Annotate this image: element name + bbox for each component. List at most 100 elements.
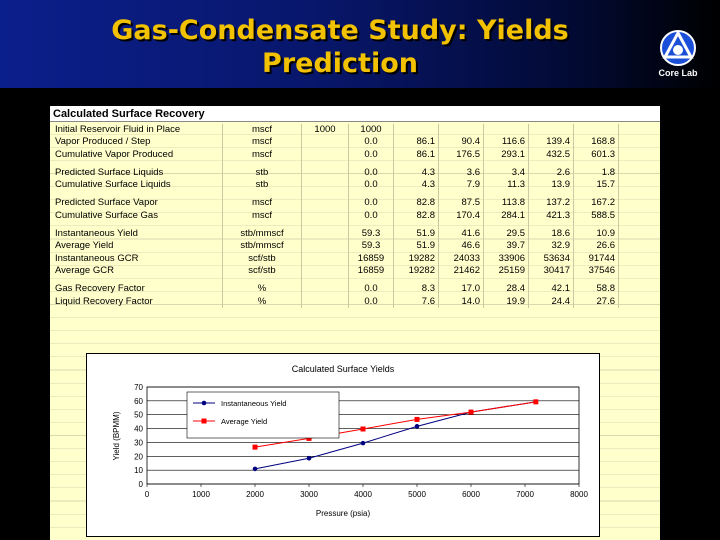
table-cell-value: 32.9 xyxy=(528,240,574,253)
x-tick-label: 5000 xyxy=(408,490,426,499)
table-cell-value: 293.1 xyxy=(483,148,529,161)
table-cell-label: Predicted Surface Liquids xyxy=(52,166,223,180)
y-axis-label: Yield (BPMM) xyxy=(112,411,121,460)
table-cell xyxy=(348,222,394,229)
table-cell xyxy=(573,191,619,198)
table-row: Predicted Surface Liquids stb 0.0 4.3 3.6 3.4… xyxy=(52,166,619,180)
table-cell xyxy=(528,160,574,167)
table-cell-value: 41.6 xyxy=(438,228,484,241)
table-cell-c2: 16859 xyxy=(348,264,394,278)
table-cell-value: 8.3 xyxy=(393,283,439,296)
legend-label: Instantaneous Yield xyxy=(221,399,286,408)
table-cell-value xyxy=(528,124,574,137)
table-cell-value: 21462 xyxy=(438,264,484,278)
x-tick-label: 6000 xyxy=(462,490,480,499)
table-cell-c1 xyxy=(301,283,349,296)
table-cell-label: Average GCR xyxy=(52,264,223,278)
y-tick-label: 60 xyxy=(134,397,143,406)
y-tick-label: 0 xyxy=(139,480,144,489)
table-cell-value: 19282 xyxy=(393,252,439,265)
table-row: Cumulative Surface Liquids stb 0.0 4.3 7.9 11… xyxy=(52,179,619,192)
table-cell-c1 xyxy=(301,252,349,265)
table-cell-label: Instantaneous Yield xyxy=(52,228,223,241)
table-cell-value: 4.3 xyxy=(393,166,439,180)
table-cell-value: 13.9 xyxy=(528,179,574,192)
table-cell-value: 25159 xyxy=(483,264,529,278)
table-cell-value: 168.8 xyxy=(573,136,619,149)
table-cell-value: 27.6 xyxy=(573,295,619,308)
x-axis-label: Pressure (psia) xyxy=(316,509,371,518)
table-cell-label: Vapor Produced / Step xyxy=(52,136,223,149)
table-cell-value: 7.9 xyxy=(438,179,484,192)
table-row: Cumulative Vapor Produced mscf 0.0 86.1 176.… xyxy=(52,148,619,161)
table-cell xyxy=(52,191,223,198)
table-cell-value: 421.3 xyxy=(528,209,574,223)
spreadsheet: Calculated Surface Recovery Initial Rese… xyxy=(50,106,660,540)
table-cell xyxy=(438,191,484,198)
table-cell-c2: 59.3 xyxy=(348,240,394,253)
table-cell-label: Cumulative Vapor Produced xyxy=(52,148,223,161)
table-cell xyxy=(573,160,619,167)
table-cell-c1 xyxy=(301,264,349,278)
table-row: Initial Reservoir Fluid in Place mscf 1000… xyxy=(52,124,619,137)
table-cell-value: 15.7 xyxy=(573,179,619,192)
table-cell-value xyxy=(483,124,529,137)
table-cell-value: 1.8 xyxy=(573,166,619,180)
table-cell xyxy=(528,277,574,284)
y-tick-label: 10 xyxy=(134,466,143,475)
y-tick-label: 50 xyxy=(134,411,143,420)
corelab-logo: Core Lab xyxy=(650,26,706,82)
table-cell xyxy=(393,277,439,284)
table-row: Predicted Surface Vapor mscf 0.0 82.8 87.5 11… xyxy=(52,197,619,210)
table-cell-value: 588.5 xyxy=(573,209,619,223)
table-cell-value: 24033 xyxy=(438,252,484,265)
table-cell xyxy=(222,277,302,284)
legend-box xyxy=(186,391,340,439)
table-cell-value: 42.1 xyxy=(528,283,574,296)
table-cell xyxy=(393,160,439,167)
table-cell-value: 87.5 xyxy=(438,197,484,210)
table-cell-value: 30417 xyxy=(528,264,574,278)
table-cell-unit: % xyxy=(222,295,302,308)
table-cell-value: 137.2 xyxy=(528,197,574,210)
table-cell-value: 33906 xyxy=(483,252,529,265)
data-point xyxy=(252,444,258,450)
table-cell-value: 116.6 xyxy=(483,136,529,149)
legend-marker xyxy=(201,418,207,424)
table-cell-label: Cumulative Surface Liquids xyxy=(52,179,223,192)
table-cell-c2: 0.0 xyxy=(348,136,394,149)
table-cell-c1 xyxy=(301,209,349,223)
table-cell xyxy=(301,222,349,229)
table-gap-row xyxy=(52,277,619,284)
table-cell-value: 7.6 xyxy=(393,295,439,308)
sheet-title: Calculated Surface Recovery xyxy=(50,106,660,122)
data-point xyxy=(306,455,312,461)
table-row: Cumulative Surface Gas mscf 0.0 82.8 170.4 28… xyxy=(52,209,619,223)
table-row: Instantaneous GCR scf/stb 16859 19282 24033 3… xyxy=(52,252,619,265)
table-cell-value: 19.9 xyxy=(483,295,529,308)
table-cell-value: 601.3 xyxy=(573,148,619,161)
table-cell-value: 18.6 xyxy=(528,228,574,241)
table-cell-c1 xyxy=(301,240,349,253)
table-cell-c1 xyxy=(301,295,349,308)
table-cell-value: 3.6 xyxy=(438,166,484,180)
table-cell-value: 10.9 xyxy=(573,228,619,241)
table-cell-value: 90.4 xyxy=(438,136,484,149)
x-tick-label: 2000 xyxy=(246,490,264,499)
table-cell-value: 26.6 xyxy=(573,240,619,253)
table-cell-value: 4.3 xyxy=(393,179,439,192)
table-cell-c2: 0.0 xyxy=(348,166,394,180)
table-cell-unit: scf/stb xyxy=(222,264,302,278)
yield-chart-svg: Calculated Surface Yields 0 10 20 30 40 50 60 70… xyxy=(112,364,588,518)
chart-title: Calculated Surface Yields xyxy=(292,364,395,374)
table-cell xyxy=(222,160,302,167)
table-cell xyxy=(483,191,529,198)
table-cell-value: 432.5 xyxy=(528,148,574,161)
table-cell-label: Liquid Recovery Factor xyxy=(52,295,223,308)
table-cell-label: Average Yield xyxy=(52,240,223,253)
table-gap-row xyxy=(52,160,619,167)
table-cell-unit: stb/mmscf xyxy=(222,228,302,241)
table-cell-value: 39.7 xyxy=(483,240,529,253)
data-point xyxy=(252,466,258,472)
table-cell xyxy=(483,222,529,229)
